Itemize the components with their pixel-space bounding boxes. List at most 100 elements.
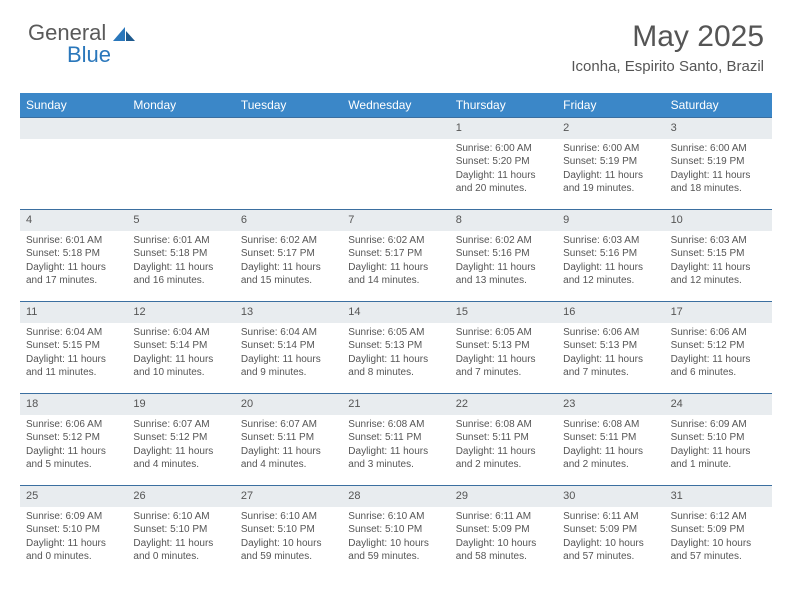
calendar-cell: 31Sunrise: 6:12 AMSunset: 5:09 PMDayligh…	[665, 485, 772, 577]
daylight-line: Daylight: 10 hours and 57 minutes.	[671, 537, 766, 564]
sunset-line: Sunset: 5:12 PM	[26, 431, 121, 445]
calendar-cell: 28Sunrise: 6:10 AMSunset: 5:10 PMDayligh…	[342, 485, 449, 577]
sunrise-line: Sunrise: 6:09 AM	[26, 510, 121, 524]
daylight-line: Daylight: 11 hours and 0 minutes.	[133, 537, 228, 564]
calendar-cell: 12Sunrise: 6:04 AMSunset: 5:14 PMDayligh…	[127, 301, 234, 393]
day-number: 27	[235, 485, 342, 507]
sunset-line: Sunset: 5:09 PM	[563, 523, 658, 537]
calendar-cell: 25Sunrise: 6:09 AMSunset: 5:10 PMDayligh…	[20, 485, 127, 577]
day-details: Sunrise: 6:08 AMSunset: 5:11 PMDaylight:…	[342, 415, 449, 478]
sunset-line: Sunset: 5:19 PM	[671, 155, 766, 169]
sunset-line: Sunset: 5:10 PM	[26, 523, 121, 537]
sunrise-line: Sunrise: 6:07 AM	[241, 418, 336, 432]
sunrise-line: Sunrise: 6:00 AM	[671, 142, 766, 156]
daylight-line: Daylight: 11 hours and 20 minutes.	[456, 169, 551, 196]
calendar-cell-empty: .	[20, 117, 127, 209]
daylight-line: Daylight: 11 hours and 19 minutes.	[563, 169, 658, 196]
sunrise-line: Sunrise: 6:03 AM	[563, 234, 658, 248]
sunset-line: Sunset: 5:11 PM	[241, 431, 336, 445]
sunrise-line: Sunrise: 6:05 AM	[348, 326, 443, 340]
sunrise-line: Sunrise: 6:04 AM	[133, 326, 228, 340]
sunset-line: Sunset: 5:13 PM	[563, 339, 658, 353]
title-block: May 2025 Iconha, Espirito Santo, Brazil	[571, 20, 764, 75]
sunrise-line: Sunrise: 6:02 AM	[348, 234, 443, 248]
calendar-cell: 10Sunrise: 6:03 AMSunset: 5:15 PMDayligh…	[665, 209, 772, 301]
calendar-cell: 19Sunrise: 6:07 AMSunset: 5:12 PMDayligh…	[127, 393, 234, 485]
day-number: 12	[127, 301, 234, 323]
day-details: Sunrise: 6:00 AMSunset: 5:19 PMDaylight:…	[557, 139, 664, 202]
sunrise-line: Sunrise: 6:08 AM	[563, 418, 658, 432]
daylight-line: Daylight: 11 hours and 8 minutes.	[348, 353, 443, 380]
dow-cell: Monday	[127, 93, 234, 117]
sunset-line: Sunset: 5:10 PM	[133, 523, 228, 537]
day-details: Sunrise: 6:10 AMSunset: 5:10 PMDaylight:…	[127, 507, 234, 570]
logo-sail-icon	[111, 25, 137, 43]
daylight-line: Daylight: 11 hours and 4 minutes.	[241, 445, 336, 472]
daylight-line: Daylight: 11 hours and 0 minutes.	[26, 537, 121, 564]
sunrise-line: Sunrise: 6:03 AM	[671, 234, 766, 248]
day-details: Sunrise: 6:07 AMSunset: 5:11 PMDaylight:…	[235, 415, 342, 478]
calendar-cell: 29Sunrise: 6:11 AMSunset: 5:09 PMDayligh…	[450, 485, 557, 577]
day-number: 4	[20, 209, 127, 231]
daylight-line: Daylight: 11 hours and 1 minute.	[671, 445, 766, 472]
daylight-line: Daylight: 11 hours and 13 minutes.	[456, 261, 551, 288]
daylight-line: Daylight: 11 hours and 7 minutes.	[563, 353, 658, 380]
daylight-line: Daylight: 11 hours and 14 minutes.	[348, 261, 443, 288]
day-number: 16	[557, 301, 664, 323]
calendar-cell: 17Sunrise: 6:06 AMSunset: 5:12 PMDayligh…	[665, 301, 772, 393]
daylight-line: Daylight: 10 hours and 59 minutes.	[348, 537, 443, 564]
sunrise-line: Sunrise: 6:02 AM	[241, 234, 336, 248]
day-number: 26	[127, 485, 234, 507]
day-details: Sunrise: 6:09 AMSunset: 5:10 PMDaylight:…	[20, 507, 127, 570]
day-details: Sunrise: 6:08 AMSunset: 5:11 PMDaylight:…	[557, 415, 664, 478]
day-details: Sunrise: 6:01 AMSunset: 5:18 PMDaylight:…	[20, 231, 127, 294]
calendar-cell: 8Sunrise: 6:02 AMSunset: 5:16 PMDaylight…	[450, 209, 557, 301]
sunset-line: Sunset: 5:19 PM	[563, 155, 658, 169]
day-number: 22	[450, 393, 557, 415]
sunset-line: Sunset: 5:14 PM	[241, 339, 336, 353]
sunrise-line: Sunrise: 6:06 AM	[563, 326, 658, 340]
sunrise-line: Sunrise: 6:00 AM	[456, 142, 551, 156]
sunrise-line: Sunrise: 6:10 AM	[348, 510, 443, 524]
calendar-cell: 14Sunrise: 6:05 AMSunset: 5:13 PMDayligh…	[342, 301, 449, 393]
header: General Blue May 2025 Iconha, Espirito S…	[0, 0, 792, 83]
sunset-line: Sunset: 5:12 PM	[671, 339, 766, 353]
daylight-line: Daylight: 11 hours and 15 minutes.	[241, 261, 336, 288]
calendar-cell: 1Sunrise: 6:00 AMSunset: 5:20 PMDaylight…	[450, 117, 557, 209]
calendar-cell: 3 Sunrise: 6:00 AMSunset: 5:19 PMDaylight…	[665, 117, 772, 209]
sunrise-line: Sunrise: 6:06 AM	[26, 418, 121, 432]
calendar-cell: 5Sunrise: 6:01 AMSunset: 5:18 PMDaylight…	[127, 209, 234, 301]
sunrise-line: Sunrise: 6:10 AM	[241, 510, 336, 524]
sunset-line: Sunset: 5:11 PM	[348, 431, 443, 445]
calendar-cell: 6Sunrise: 6:02 AMSunset: 5:17 PMDaylight…	[235, 209, 342, 301]
calendar-cell: 20Sunrise: 6:07 AMSunset: 5:11 PMDayligh…	[235, 393, 342, 485]
sunrise-line: Sunrise: 6:01 AM	[133, 234, 228, 248]
day-details: Sunrise: 6:10 AMSunset: 5:10 PMDaylight:…	[235, 507, 342, 570]
day-number: 9	[557, 209, 664, 231]
sunrise-line: Sunrise: 6:11 AM	[563, 510, 658, 524]
sunrise-line: Sunrise: 6:11 AM	[456, 510, 551, 524]
sunrise-line: Sunrise: 6:08 AM	[456, 418, 551, 432]
day-details: Sunrise: 6:09 AMSunset: 5:10 PMDaylight:…	[665, 415, 772, 478]
day-number: 24	[665, 393, 772, 415]
sunrise-line: Sunrise: 6:07 AM	[133, 418, 228, 432]
day-details: Sunrise: 6:03 AMSunset: 5:16 PMDaylight:…	[557, 231, 664, 294]
day-number: 5	[127, 209, 234, 231]
daylight-line: Daylight: 11 hours and 3 minutes.	[348, 445, 443, 472]
calendar-cell: 4Sunrise: 6:01 AMSunset: 5:18 PMDaylight…	[20, 209, 127, 301]
day-number: 3	[665, 117, 772, 139]
day-details: Sunrise: 6:06 AMSunset: 5:12 PMDaylight:…	[665, 323, 772, 386]
daylight-line: Daylight: 11 hours and 6 minutes.	[671, 353, 766, 380]
daylight-line: Daylight: 11 hours and 18 minutes.	[671, 169, 766, 196]
daylight-line: Daylight: 10 hours and 58 minutes.	[456, 537, 551, 564]
day-number: 28	[342, 485, 449, 507]
calendar-cell: 13Sunrise: 6:04 AMSunset: 5:14 PMDayligh…	[235, 301, 342, 393]
day-details: Sunrise: 6:12 AMSunset: 5:09 PMDaylight:…	[665, 507, 772, 570]
daylight-line: Daylight: 11 hours and 12 minutes.	[671, 261, 766, 288]
day-details: Sunrise: 6:07 AMSunset: 5:12 PMDaylight:…	[127, 415, 234, 478]
daylight-line: Daylight: 11 hours and 12 minutes.	[563, 261, 658, 288]
day-number: 6	[235, 209, 342, 231]
calendar-cell: 11Sunrise: 6:04 AMSunset: 5:15 PMDayligh…	[20, 301, 127, 393]
day-number: 1	[450, 117, 557, 139]
day-details: Sunrise: 6:08 AMSunset: 5:11 PMDaylight:…	[450, 415, 557, 478]
